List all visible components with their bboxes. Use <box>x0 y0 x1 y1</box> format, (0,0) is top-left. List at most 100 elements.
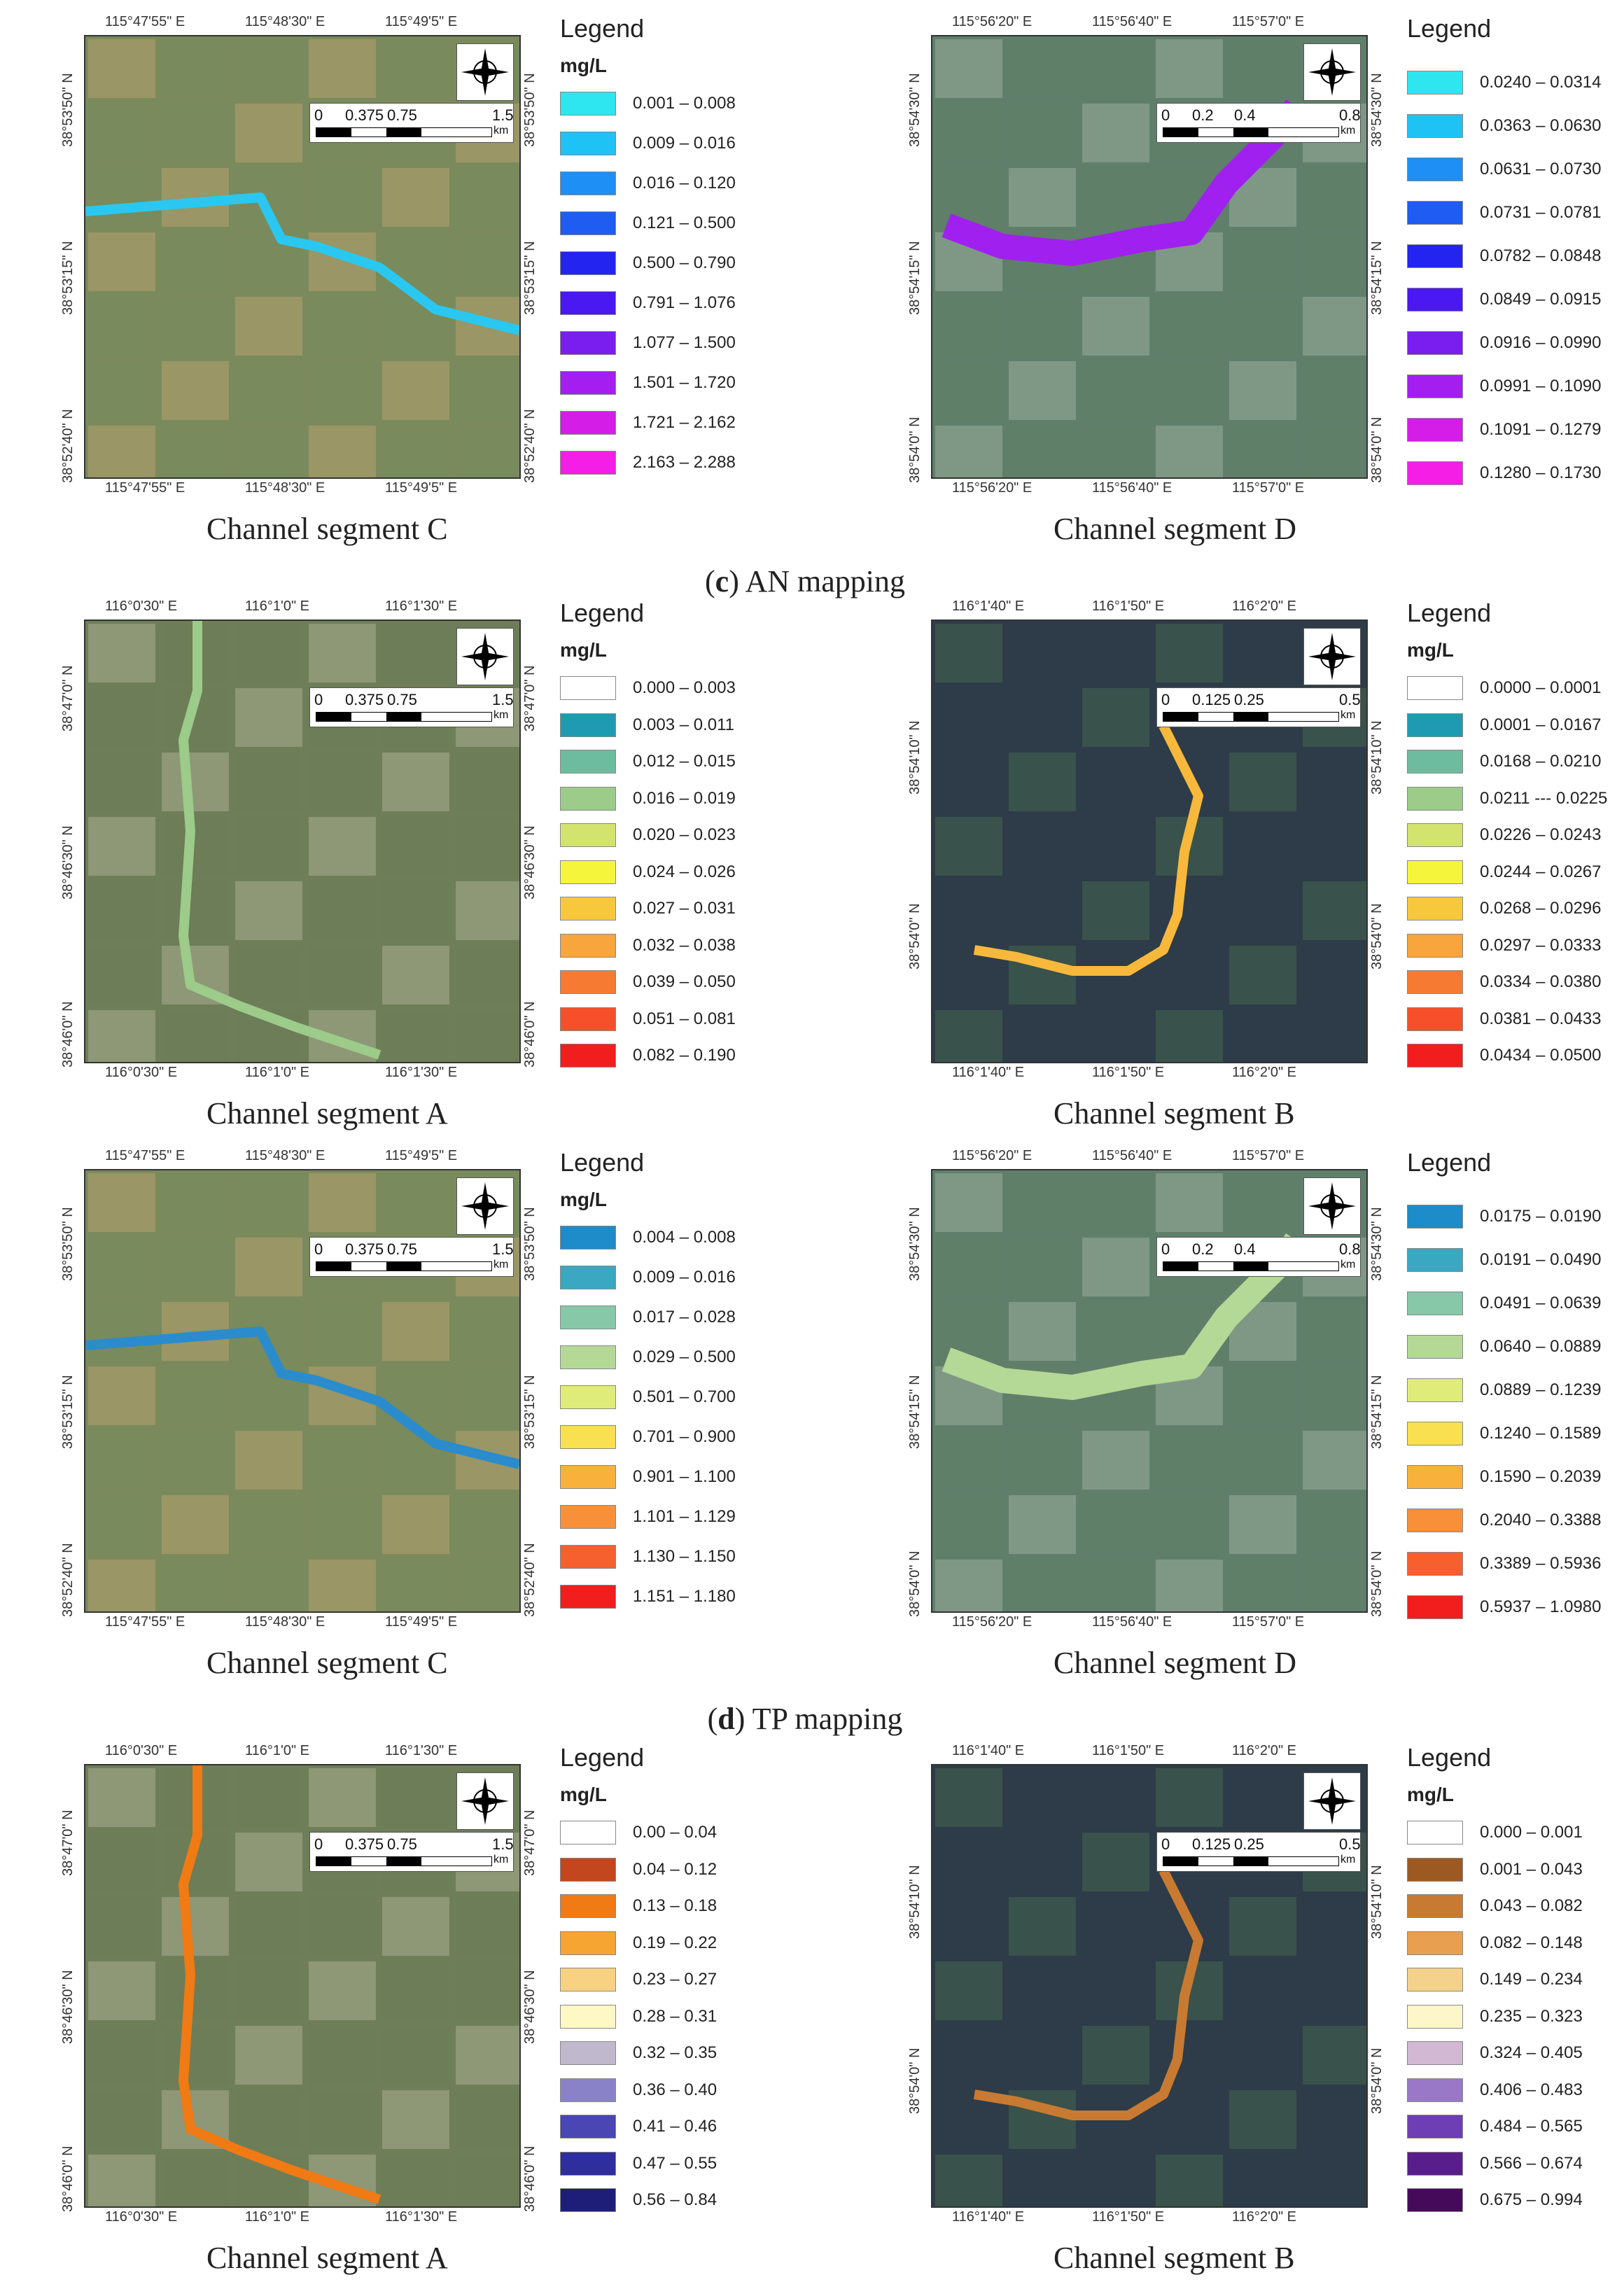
legend-swatch <box>560 2188 616 2212</box>
map-panel: 115°47'55" E 115°48'30" E 115°49'5" E 0 0.37… <box>56 1148 826 1701</box>
latitude-label-right: 38°54'0" N <box>1369 2047 1385 2114</box>
scale-unit: km <box>493 1854 509 1865</box>
legend-item: 0.5937 – 1.0980 <box>1407 1595 1602 1620</box>
scale-bar: 0 0.375 0.75 1.5 km <box>309 103 514 143</box>
legend-swatch <box>1407 897 1463 920</box>
latitude-label-right: 38°54'0" N <box>1369 903 1385 969</box>
legend-swatch <box>560 750 616 774</box>
field-parcel <box>382 361 449 420</box>
legend-swatch <box>560 2078 616 2102</box>
scale-tick-label: 0 <box>1161 1835 1170 1853</box>
field-parcel <box>382 1961 449 2020</box>
legend-swatch <box>560 713 616 737</box>
scale-tick-label: 0 <box>1161 691 1170 708</box>
field-parcel <box>1082 1768 1149 1827</box>
legend-label: 0.47 – 0.55 <box>633 2153 718 2173</box>
legend-swatch <box>560 933 616 958</box>
scale-tick-label: 1.5 <box>492 1835 514 1853</box>
field-parcel <box>1303 946 1366 1004</box>
field-parcel <box>935 752 1002 811</box>
legend-item: 0.1280 – 0.1730 <box>1407 461 1602 486</box>
field-parcel <box>1009 688 1076 747</box>
legend-item: 0.004 – 0.008 <box>560 1225 736 1250</box>
longitude-label-top: 116°2'0" E <box>1232 1743 1296 1758</box>
legend-item: 0.00 – 0.04 <box>560 1820 717 1845</box>
latitude-label-right: 38°52'40" N <box>522 409 538 483</box>
legend-item: 1.101 – 1.129 <box>560 1504 736 1530</box>
legend-item: 0.0363 – 0.0630 <box>1407 113 1602 139</box>
latitude-label-left: 38°54'0" N <box>907 1550 923 1617</box>
latitude-label-left: 38°54'10" N <box>907 1865 923 1939</box>
latitude-label-left: 38°46'30" N <box>60 825 76 899</box>
legend-label: 0.501 – 0.700 <box>633 1387 736 1406</box>
legend-label: 0.0168 – 0.0210 <box>1480 752 1602 771</box>
legend-item: 0.500 – 0.790 <box>560 251 736 276</box>
legend-label: 0.28 – 0.31 <box>633 2006 718 2026</box>
field-parcel <box>1082 881 1149 940</box>
latitude-label-left: 38°54'0" N <box>907 2047 923 2114</box>
legend-swatch <box>1407 2004 1463 2029</box>
legend-swatch <box>560 1931 616 1955</box>
field-parcel <box>1009 297 1076 356</box>
field-parcel <box>235 361 302 420</box>
longitude-label-top: 116°1'0" E <box>245 598 309 614</box>
legend-label: 0.0000 – 0.0001 <box>1480 678 1602 697</box>
field-parcel <box>1009 1833 1076 1891</box>
legend-label: 2.163 – 2.288 <box>633 453 736 472</box>
field-parcel <box>162 426 229 477</box>
field-parcel <box>1009 104 1076 162</box>
field-parcel <box>456 1897 519 1956</box>
field-parcel <box>1229 426 1296 477</box>
field-parcel <box>1009 624 1076 682</box>
legend-label: 0.082 – 0.190 <box>633 1046 736 1065</box>
legend-swatch <box>1407 1821 1463 1844</box>
field-parcel <box>162 232 229 291</box>
legend-item: 0.0491 – 0.0639 <box>1407 1291 1602 1316</box>
north-arrow-icon <box>456 628 514 685</box>
legend-swatch <box>560 371 616 395</box>
legend-label: 1.130 – 1.150 <box>633 1547 736 1566</box>
scale-tick-label: 0.375 <box>345 1835 384 1853</box>
north-arrow-icon <box>456 43 514 101</box>
longitude-label-bottom: 116°2'0" E <box>1232 2209 1296 2225</box>
field-parcel <box>382 2026 449 2085</box>
field-parcel <box>1229 2155 1296 2206</box>
field-parcel <box>88 39 155 98</box>
field-parcel <box>88 1173 155 1232</box>
field-parcel <box>235 752 302 811</box>
latitude-label-right: 38°53'50" N <box>522 1207 538 1281</box>
legend-item: 1.501 – 1.720 <box>560 370 736 396</box>
legend-swatch <box>560 1044 616 1068</box>
scale-tick-label: 0.75 <box>387 106 417 124</box>
field-parcel <box>88 1961 155 2020</box>
legend-swatch <box>560 291 616 315</box>
legend-swatch <box>560 1894 616 1918</box>
legend-item: 0.0334 – 0.0380 <box>1407 969 1602 995</box>
section-heading: (d) TP mapping <box>707 1702 903 1736</box>
legend-item: 0.0640 – 0.0889 <box>1407 1334 1602 1359</box>
legend-label: 0.012 – 0.015 <box>633 752 736 771</box>
latitude-label-right: 38°46'30" N <box>522 1970 538 2044</box>
field-parcel <box>1156 1560 1223 1611</box>
scale-tick-label: 0 <box>314 1835 323 1853</box>
legend-item: 0.0168 – 0.0210 <box>1407 749 1602 774</box>
legend-item: 0.36 – 0.40 <box>560 2078 717 2103</box>
field-parcel <box>935 688 1002 747</box>
legend-label: 0.0991 – 0.1090 <box>1480 377 1602 396</box>
legend-swatch <box>560 970 616 994</box>
field-parcel <box>935 1897 1002 1956</box>
legend-item: 0.23 – 0.27 <box>560 1967 717 1992</box>
legend-label: 0.0297 – 0.0333 <box>1480 935 1602 955</box>
latitude-label-right: 38°54'30" N <box>1369 1207 1385 1281</box>
longitude-label-bottom: 115°49'5" E <box>385 1614 458 1630</box>
legend-unit: mg/L <box>560 55 607 76</box>
legend-label: 0.016 – 0.019 <box>633 788 736 808</box>
legend-swatch <box>560 1585 616 1609</box>
legend-swatch <box>560 92 616 115</box>
field-parcel <box>235 104 302 162</box>
field-parcel <box>88 1768 155 1827</box>
legend-label: 0.00 – 0.04 <box>633 1823 718 1842</box>
satellite-map: 0 0.375 0.75 1.5 km <box>84 35 521 479</box>
latitude-label-right: 38°54'10" N <box>1369 720 1385 794</box>
north-arrow-icon <box>1303 1177 1361 1235</box>
